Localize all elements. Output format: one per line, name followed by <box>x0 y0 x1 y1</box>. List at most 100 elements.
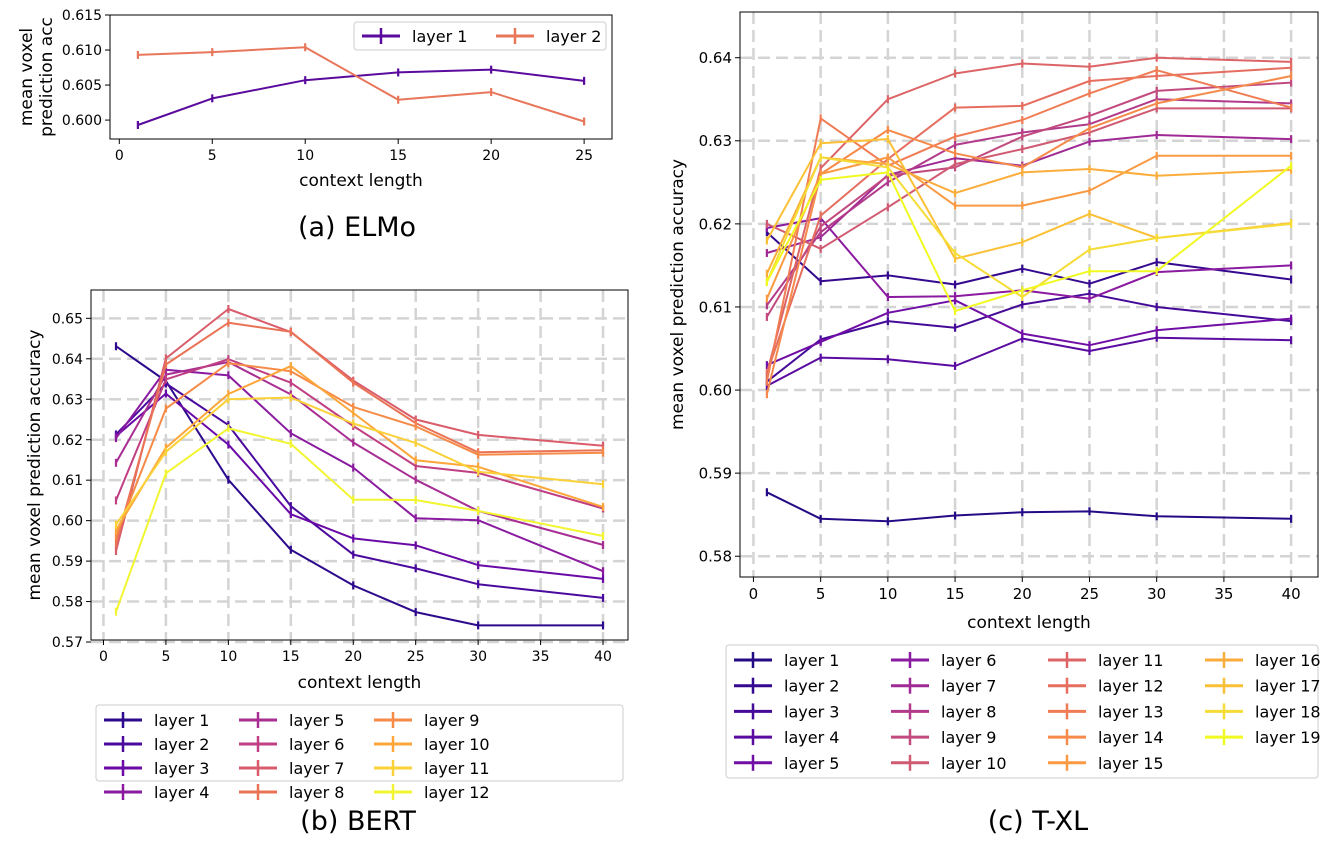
x-tick-label: 20 <box>482 148 500 164</box>
x-tick-label: 25 <box>407 649 425 665</box>
legend-label: layer 2 <box>154 735 209 754</box>
legend-label: layer 9 <box>424 711 479 730</box>
series-layer-17 <box>765 135 1293 263</box>
bert-grid <box>91 290 628 644</box>
x-tick-label: 10 <box>296 148 314 164</box>
legend-label: layer 15 <box>1098 754 1164 773</box>
y-tick-label: 0.57 <box>52 635 83 651</box>
y-axis-label-line: mean voxel prediction accuracy <box>25 329 45 600</box>
x-tick-label: 35 <box>1214 585 1233 603</box>
legend-item: layer 1 <box>104 711 209 730</box>
series-line <box>765 156 1292 298</box>
series-layer-5 <box>765 296 1293 370</box>
legend-item: layer 6 <box>239 735 344 754</box>
legend-item: layer 2 <box>496 27 601 46</box>
legend-label: layer 8 <box>289 783 344 802</box>
legend-item: layer 5 <box>734 754 839 773</box>
series-line <box>765 69 1292 382</box>
series-layer-18 <box>765 153 1293 301</box>
legend-label: layer 19 <box>1255 728 1321 747</box>
y-tick-label: 0.60 <box>699 381 732 399</box>
series-layer-11 <box>765 53 1293 378</box>
x-tick-label: 10 <box>878 585 897 603</box>
legend-label: layer 1 <box>784 651 839 670</box>
legend-item: layer 5 <box>239 711 344 730</box>
txl-chart: 0 5 10 15 20 25 30 35 40 0.58 0.59 0.60 0.61 0.62 0.63… <box>668 11 1321 837</box>
series-line <box>115 358 604 510</box>
legend-item: layer 1 <box>734 651 839 670</box>
series-line <box>765 75 1292 395</box>
x-axis-label: context length <box>967 613 1091 633</box>
legend-label: layer 7 <box>941 677 996 696</box>
series-line <box>115 361 604 546</box>
series-line <box>766 134 1292 254</box>
legend-item: layer 9 <box>374 711 479 730</box>
series-line <box>765 56 1292 374</box>
x-tick-label: 5 <box>161 649 170 665</box>
y-axis-label: mean voxel prediction accuracy <box>668 159 688 430</box>
bert-chart: 0 5 10 15 20 25 30 35 40 0.57 0.58 0.59 0.60 0.61 0.62… <box>25 289 629 837</box>
legend-frame <box>95 704 624 782</box>
series-layer-8 <box>765 95 1293 310</box>
x-tick-label: 5 <box>208 148 217 164</box>
y-tick-label: 0.62 <box>699 215 732 233</box>
series-layer-12 <box>114 424 605 616</box>
series-layer-11 <box>114 393 605 529</box>
y-tick-label: 0.61 <box>699 298 732 316</box>
legend-label: layer 3 <box>784 702 839 721</box>
legend-item: layer 8 <box>891 702 996 721</box>
series-line <box>115 321 604 544</box>
x-tick-label: 30 <box>469 649 487 665</box>
bert-plot-frame <box>90 289 629 641</box>
x-tick-label: 20 <box>344 649 362 665</box>
series-line <box>765 154 1292 300</box>
y-tick-label: 0.59 <box>52 554 83 570</box>
series-layer-4 <box>114 365 605 576</box>
legend-item: layer 14 <box>1048 728 1164 747</box>
series-line <box>115 392 604 580</box>
legend-label: layer 10 <box>424 735 490 754</box>
legend-label: layer 5 <box>784 754 839 773</box>
y-axis-label: mean voxelprediction acc <box>17 17 57 137</box>
legend-label: layer 5 <box>289 711 344 730</box>
legend-label: layer 4 <box>154 783 209 802</box>
legend-item: layer 3 <box>104 759 209 778</box>
legend-item: layer 19 <box>1205 728 1321 747</box>
series-layer-19 <box>765 161 1293 316</box>
legend-label: layer 2 <box>546 27 601 46</box>
y-tick-label: 0.59 <box>699 465 732 483</box>
series-line <box>115 427 604 613</box>
elmo-caption: (a) ELMo <box>298 212 416 243</box>
series-layer-1 <box>114 342 605 630</box>
bert-legend: layer 1 layer 2 layer 3 layer 4 layer 5 layer… <box>95 704 624 802</box>
y-tick-label: 0.58 <box>699 548 732 566</box>
legend-item: layer 13 <box>1048 702 1164 721</box>
legend-label: layer 18 <box>1255 702 1321 721</box>
legend-label: layer 12 <box>424 783 490 802</box>
y-tick-label: 0.605 <box>62 78 102 94</box>
txl-grid <box>740 12 1318 577</box>
series-line <box>115 365 604 531</box>
series-layer-3 <box>765 289 1293 386</box>
x-tick-label: 35 <box>532 649 550 665</box>
legend-label: layer 13 <box>1098 702 1164 721</box>
x-tick-label: 0 <box>99 649 108 665</box>
legend-label: layer 6 <box>289 735 344 754</box>
series-layer-13 <box>765 66 1293 386</box>
legend-label: layer 4 <box>784 728 839 747</box>
legend-label: layer 8 <box>941 702 996 721</box>
legend-label: layer 16 <box>1255 651 1321 670</box>
series-line <box>765 156 1292 275</box>
legend-item: layer 3 <box>734 702 839 721</box>
series-line <box>137 68 585 126</box>
x-tick-label: 40 <box>594 649 612 665</box>
legend-item: layer 10 <box>374 735 490 754</box>
legend-item: layer 1 <box>362 27 467 46</box>
legend-item: layer 12 <box>1048 677 1164 696</box>
legend-label: layer 11 <box>1098 651 1164 670</box>
series-layer-2 <box>765 228 1293 289</box>
legend-label: layer 9 <box>941 728 996 747</box>
series-layer-10 <box>765 104 1293 253</box>
series-line <box>766 81 1292 318</box>
series-layer-6 <box>114 355 605 513</box>
